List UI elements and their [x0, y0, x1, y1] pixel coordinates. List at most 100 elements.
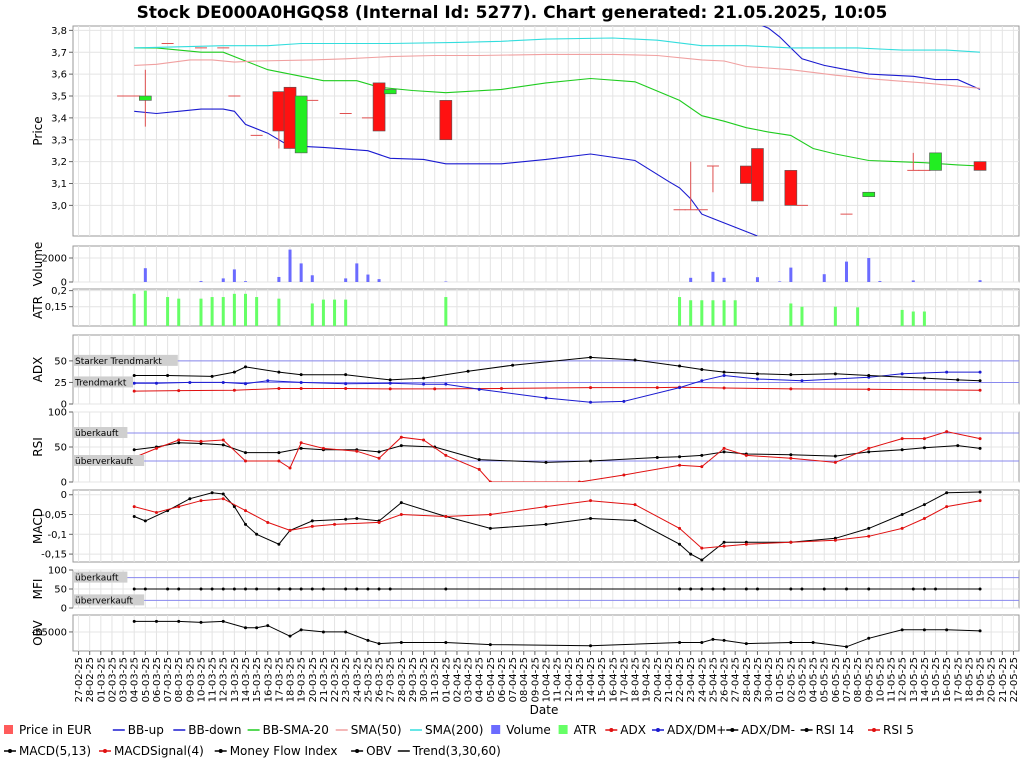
series-adx-dm--point [722, 374, 726, 378]
series-rsi-14-point [589, 459, 593, 463]
line-bb-down [134, 108, 758, 236]
series-money-flow-index-point [377, 587, 381, 591]
candle-body [283, 86, 297, 149]
legend-item: BB-up [112, 723, 164, 737]
series-macd-5-13--point [132, 515, 136, 519]
series-rsi-14-point [244, 451, 248, 455]
x-tick-label: 25-04-25 [708, 657, 719, 702]
series-obv-point [900, 628, 904, 632]
series-adx-point [867, 387, 871, 391]
series-rsi-5-point [722, 446, 726, 450]
series-rsi-14-point [477, 458, 481, 462]
candle-body [383, 89, 397, 95]
rsi-tick-label: 0 [61, 478, 67, 489]
volume-bar [844, 261, 848, 282]
series-money-flow-index-point [867, 587, 871, 591]
atr-bar [911, 311, 915, 326]
x-tick-label: 12-05-25 [898, 657, 909, 702]
series-money-flow-index-point [366, 587, 370, 591]
series-adx [134, 386, 981, 392]
x-tick-label: 27-04-25 [731, 657, 742, 702]
series-macd-5-13--point [221, 492, 225, 496]
x-tick-label: 04-03-25 [130, 657, 141, 702]
atr-bar [177, 298, 181, 326]
candle [706, 165, 719, 193]
series-macdsignal-4--point [132, 505, 136, 509]
price-tick-label: 3,4 [51, 113, 67, 124]
series-adx-dm--point [833, 372, 837, 376]
x-tick-label: 08-04-25 [519, 657, 530, 702]
atr-bar [689, 300, 693, 326]
series-adx-dm--point [922, 376, 926, 380]
series-macdsignal-4--point [678, 526, 682, 530]
mfi-zone-label-bg [73, 571, 128, 583]
series-obv-point [199, 620, 203, 624]
x-tick-label: 14-03-25 [241, 657, 252, 702]
series-macdsignal-4--point [589, 499, 593, 503]
series-money-flow-index-point [255, 587, 259, 591]
x-tick-label: 01-05-25 [775, 657, 786, 702]
price-y-ticks: 3,0 3,1 3,2 3,3 3,4 3,5 3,6 3,7 3,8 [51, 26, 1019, 212]
series-adx-dm--point [755, 377, 759, 381]
series-money-flow-index-point [444, 587, 448, 591]
candle [740, 165, 753, 184]
series-rsi-14-point [132, 448, 136, 452]
panel-atr: 0,15 0,2 ATR [31, 286, 1020, 327]
line-sma-50- [134, 53, 981, 89]
series-macd-5-13--point [867, 526, 871, 530]
volume-bar [355, 263, 359, 282]
series-adx-dm--point [132, 381, 136, 385]
atr-bar [800, 306, 804, 326]
macd-tick-label: -0,1 [47, 530, 67, 541]
x-tick-label: 14-04-25 [586, 657, 597, 702]
rsi-zone-label: überkauft [75, 429, 119, 439]
series-macd-5-13--point [143, 519, 147, 523]
x-tick-label: 05-03-25 [141, 657, 152, 702]
x-tick-label: 26-03-25 [375, 657, 386, 702]
series-money-flow-index-point [689, 587, 693, 591]
legend-swatch [491, 725, 501, 734]
series-macd-5-13--point [978, 490, 982, 494]
rsi-tick-label: 50 [54, 443, 67, 454]
series-adx-dm--point [221, 380, 225, 384]
mfi-tick-label: 0 [61, 604, 67, 615]
series-adx-point [232, 388, 236, 392]
rsi-zone-label-bg [73, 427, 128, 438]
x-tick-label: 19-04-25 [642, 657, 653, 702]
candle-body [372, 82, 386, 132]
series-obv-point [678, 641, 682, 645]
legend-label: ADX/DM- [741, 723, 795, 737]
series-adx-dm--point [700, 368, 704, 371]
x-tick-label: 12-04-25 [564, 657, 575, 702]
volume-bar [310, 275, 314, 282]
atr-bar [733, 300, 737, 326]
series-macd-5-13--point [255, 532, 259, 536]
volume-bar [867, 258, 871, 282]
series-obv-point [811, 641, 815, 645]
x-tick-label: 03-03-25 [119, 657, 130, 702]
legend-label: BB-up [128, 723, 164, 737]
series-rsi-14-point [867, 450, 871, 454]
series-money-flow-index-point [210, 587, 214, 591]
legend-item: BB-down [173, 723, 241, 737]
series-adx-dm--point [299, 373, 303, 377]
series-adx-point [177, 389, 181, 393]
adx-tick-label: 25 [54, 378, 67, 389]
series-rsi-14-point [221, 443, 225, 447]
series-adx-dm--point [722, 370, 726, 374]
x-tick-label: 05-05-25 [820, 657, 831, 702]
series-rsi-5-point [299, 441, 303, 445]
legend-item: SMA(50) [335, 723, 402, 737]
series-macdsignal-4--point [377, 520, 381, 524]
series-money-flow-index-point [722, 587, 726, 591]
adx-zone-label: Trendmarkt [74, 378, 127, 388]
legend-item: BB-SMA-20 [247, 723, 329, 737]
x-tick-label: 29-03-25 [408, 657, 419, 702]
series-adx-dm- [134, 356, 981, 382]
series-rsi-5-point [321, 446, 325, 450]
series-rsi-14-point [277, 451, 281, 455]
legend-label: MACDSignal(4) [114, 744, 204, 758]
price-tick-label: 3,3 [51, 135, 67, 146]
price-tick-label: 3,6 [51, 70, 67, 81]
